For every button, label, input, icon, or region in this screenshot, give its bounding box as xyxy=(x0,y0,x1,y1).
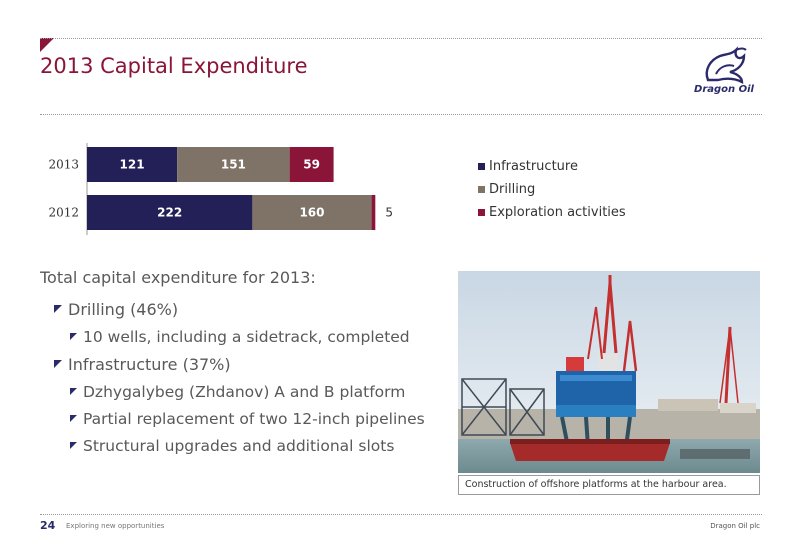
harbour-platform-photo xyxy=(458,271,760,473)
bullet-item: Dzhygalybeg (Zhdanov) A and B platform xyxy=(70,378,450,405)
bullet-item: 10 wells, including a sidetrack, complet… xyxy=(70,323,450,350)
bullet-text: 10 wells, including a sidetrack, complet… xyxy=(83,327,410,346)
data-label: 222 xyxy=(157,206,182,220)
legend-item-drilling: Drilling xyxy=(478,178,626,201)
data-label: 160 xyxy=(299,206,324,220)
bar-segment xyxy=(289,147,334,182)
data-label: 121 xyxy=(120,158,145,172)
page-title: 2013 Capital Expenditure xyxy=(40,54,308,78)
title-corner-marker xyxy=(40,38,54,52)
legend-swatch xyxy=(478,209,485,216)
data-label: 151 xyxy=(221,158,246,172)
bar-segment xyxy=(87,147,178,182)
bar-segment xyxy=(177,147,290,182)
chart-svg: 2013 121 151 59 2012 222 160 5 xyxy=(48,143,393,235)
dragon-icon xyxy=(705,46,747,84)
bullet-text: Drilling (46%) xyxy=(68,299,179,319)
legend-swatch xyxy=(478,186,485,193)
bullet-item: Drilling (46%) xyxy=(54,295,450,323)
logo-wordmark: Dragon Oil xyxy=(694,84,754,95)
bullet-item: Infrastructure (37%) xyxy=(54,350,450,378)
bullet-text: Dzhygalybeg (Zhdanov) A and B platform xyxy=(83,382,406,401)
lead-text: Total capital expenditure for 2013: xyxy=(40,268,316,287)
header-top-rule xyxy=(40,38,762,39)
bullet-arrow-icon xyxy=(54,360,62,368)
legend-item-infrastructure: Infrastructure xyxy=(478,155,626,178)
company-logo: Dragon Oil xyxy=(686,44,762,102)
bullet-text: Structural upgrades and additional slots xyxy=(83,436,395,455)
legend-label: Exploration activities xyxy=(489,205,626,220)
offshore-platform-illustration xyxy=(458,271,760,473)
legend-label: Drilling xyxy=(489,182,536,197)
footer-rule xyxy=(40,514,762,515)
data-label: 59 xyxy=(303,158,320,172)
legend-label: Infrastructure xyxy=(489,159,578,174)
data-label: 5 xyxy=(385,206,393,220)
legend-item-exploration: Exploration activities xyxy=(478,201,626,224)
footer-company: Dragon Oil plc xyxy=(710,522,760,530)
bullet-arrow-icon xyxy=(54,305,62,313)
chart-legend: Infrastructure Drilling Exploration acti… xyxy=(478,155,626,224)
bullet-text: Partial replacement of two 12-inch pipel… xyxy=(83,409,425,428)
bullet-item: Partial replacement of two 12-inch pipel… xyxy=(70,405,450,432)
capex-bar-chart: 2013 121 151 59 2012 222 160 5 xyxy=(30,140,430,240)
bar-segment xyxy=(87,195,253,230)
bullet-text: Infrastructure (37%) xyxy=(68,354,231,374)
photo-caption: Construction of offshore platforms at th… xyxy=(458,475,760,495)
bullet-arrow-icon xyxy=(70,442,77,449)
category-label: 2012 xyxy=(48,206,79,220)
bar-segment xyxy=(371,195,376,230)
bar-segment xyxy=(252,195,372,230)
bullet-item: Structural upgrades and additional slots xyxy=(70,432,450,459)
bullet-arrow-icon xyxy=(70,333,77,340)
header-bottom-rule xyxy=(40,114,762,115)
page-number: 24 xyxy=(40,519,56,532)
footer-tagline: Exploring new opportunities xyxy=(66,522,165,530)
bullet-arrow-icon xyxy=(70,415,77,422)
category-label: 2013 xyxy=(48,158,79,172)
bullet-arrow-icon xyxy=(70,388,77,395)
legend-swatch xyxy=(478,163,485,170)
bullet-content: Total capital expenditure for 2013: Dril… xyxy=(40,268,450,459)
